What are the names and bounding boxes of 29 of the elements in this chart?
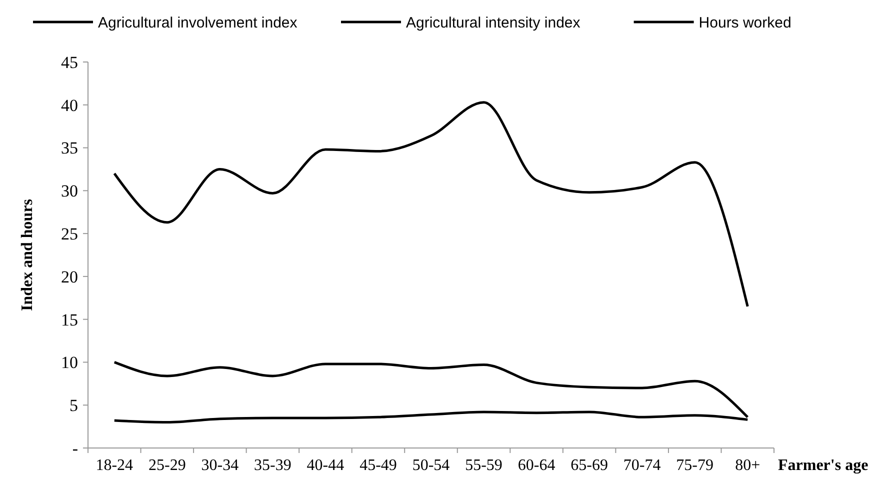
x-tick-label: 80+ bbox=[735, 457, 760, 474]
y-axis-title: Index and hours bbox=[19, 198, 36, 312]
legend-label: Hours worked bbox=[698, 14, 792, 32]
y-tick-label: 10 bbox=[61, 353, 78, 372]
y-tick-label: 20 bbox=[61, 267, 78, 286]
y-tick-label: 5 bbox=[70, 396, 78, 416]
x-tick-label: 50-54 bbox=[412, 457, 450, 474]
x-tick-label: 75-79 bbox=[676, 457, 714, 474]
y-tick-label: - bbox=[72, 438, 78, 458]
legend-label: Agricultural intensity index bbox=[406, 14, 581, 32]
legend-label: Agricultural involvement index bbox=[98, 14, 298, 32]
y-tick-label: 40 bbox=[61, 96, 78, 115]
x-tick-label: 65-69 bbox=[570, 457, 608, 474]
x-tick-label: 60-64 bbox=[518, 457, 556, 474]
x-tick-label: 25-29 bbox=[148, 457, 186, 474]
x-tick-label: 35-39 bbox=[254, 457, 292, 474]
x-tick-label: 30-34 bbox=[201, 457, 239, 474]
x-tick-label: 18-24 bbox=[96, 457, 134, 474]
x-axis-title: Farmer's age bbox=[778, 457, 868, 474]
y-tick-label: 25 bbox=[61, 224, 78, 244]
y-tick-label: 15 bbox=[61, 310, 78, 330]
x-tick-label: 55-59 bbox=[465, 457, 502, 474]
x-tick-label: 40-44 bbox=[306, 457, 344, 474]
y-tick-label: 35 bbox=[61, 138, 78, 158]
x-tick-label: 70-74 bbox=[623, 457, 661, 474]
x-tick-label: 45-49 bbox=[360, 457, 397, 474]
y-tick-label: 45 bbox=[61, 52, 78, 72]
line-series bbox=[113, 101, 749, 308]
y-tick-label: 30 bbox=[61, 182, 78, 201]
